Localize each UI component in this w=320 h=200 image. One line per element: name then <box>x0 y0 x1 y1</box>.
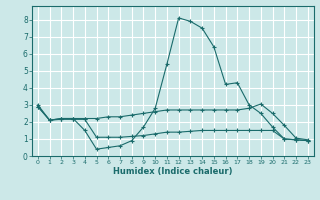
X-axis label: Humidex (Indice chaleur): Humidex (Indice chaleur) <box>113 167 233 176</box>
